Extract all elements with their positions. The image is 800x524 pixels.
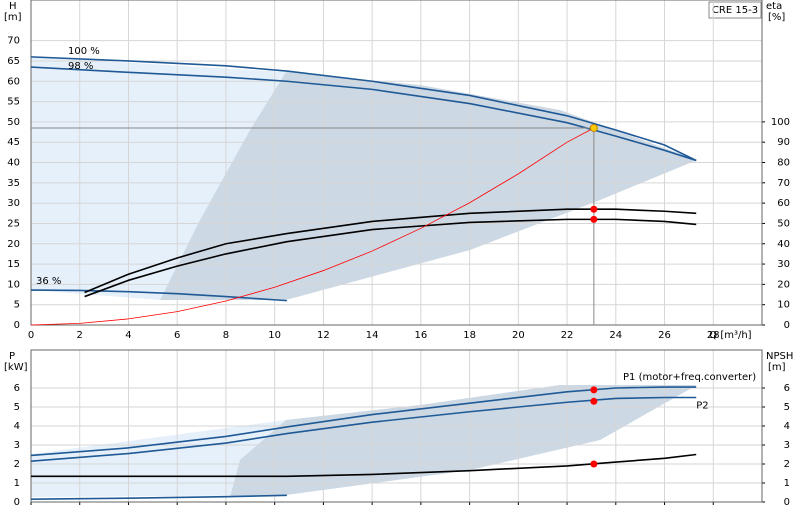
x-tick-label: 18 — [463, 330, 476, 341]
x-tick-label: 24 — [609, 330, 622, 341]
y-tick-label: 40 — [7, 158, 20, 169]
x-tick-label: 12 — [317, 330, 330, 341]
y-tick-label: 5 — [14, 402, 20, 413]
gray-area — [160, 72, 697, 300]
y-tick-label: 15 — [7, 259, 20, 270]
series-line — [30, 386, 697, 457]
y-tick-label: 3 — [14, 440, 20, 451]
x-tick-label: 10 — [268, 330, 281, 341]
series-line — [30, 66, 697, 162]
gray-area — [230, 385, 697, 497]
y-tick-label: 65 — [7, 56, 20, 67]
y-tick-label: 4 — [14, 421, 20, 432]
x-axis-label: Q [m³/h] — [709, 330, 751, 341]
y-tick-label: 5 — [14, 300, 20, 311]
y-axis-label: H — [9, 1, 17, 12]
plot-frame — [30, 349, 763, 503]
series-line — [30, 494, 287, 500]
y-tick-label: 10 — [7, 279, 20, 290]
duty-point — [590, 215, 598, 223]
y2-tick-label: 1 — [784, 478, 790, 489]
series-label: 36 % — [36, 276, 61, 287]
duty-point — [589, 123, 598, 132]
y-tick-label: 0 — [14, 497, 20, 508]
y2-axis-label: eta — [766, 1, 782, 12]
x-tick-label: 22 — [561, 330, 574, 341]
x-tick-label: 26 — [658, 330, 671, 341]
series-label: 98 % — [68, 61, 93, 72]
y-tick-label: 2 — [14, 459, 20, 470]
y2-tick-label: 5 — [784, 402, 790, 413]
y-tick-label: 55 — [7, 97, 20, 108]
y2-tick-label: 70 — [777, 178, 790, 189]
series-line — [30, 396, 697, 462]
series-line — [84, 208, 697, 294]
y-axis-unit: [m] — [4, 12, 22, 23]
series-line — [31, 453, 697, 478]
x-tick-label: 4 — [125, 330, 131, 341]
y-tick-label: 25 — [7, 218, 20, 229]
y-tick-label: 70 — [7, 36, 20, 47]
series-line — [84, 218, 697, 298]
y-tick-label: 30 — [7, 198, 20, 209]
y-tick-label: 60 — [7, 76, 20, 87]
x-tick-label: 0 — [28, 330, 34, 341]
y2-tick-label: 80 — [777, 158, 790, 169]
y-axis-label: P — [9, 351, 15, 362]
duty-point — [590, 205, 598, 213]
x-tick-label: 6 — [174, 330, 180, 341]
y2-tick-label: 3 — [784, 440, 790, 451]
y-tick-label: 0 — [14, 320, 20, 331]
y-tick-label: 50 — [7, 117, 20, 128]
x-tick-label: 14 — [366, 330, 379, 341]
y2-tick-label: 30 — [777, 259, 790, 270]
series-label: 100 % — [68, 46, 100, 57]
x-tick-label: 8 — [223, 330, 229, 341]
y2-tick-label: 60 — [777, 198, 790, 209]
x-tick-label: 20 — [512, 330, 525, 341]
x-tick-label: 2 — [77, 330, 83, 341]
y2-tick-label: 0 — [784, 497, 790, 508]
x-tick-label: 16 — [414, 330, 427, 341]
y-tick-label: 35 — [7, 178, 20, 189]
y2-tick-label: 10 — [777, 300, 790, 311]
duty-point — [590, 460, 598, 468]
y2-tick-label: 40 — [777, 239, 790, 250]
model-box — [708, 1, 762, 19]
y2-axis-unit: [m] — [768, 362, 786, 373]
y-tick-label: 45 — [7, 137, 20, 148]
y2-tick-label: 0 — [784, 320, 790, 331]
duty-point — [590, 386, 598, 394]
y2-tick-label: 6 — [784, 383, 790, 394]
series-label: P2 — [696, 401, 708, 412]
y2-tick-label: 4 — [784, 421, 790, 432]
duty-point — [590, 397, 598, 405]
model-label: CRE 15-3 — [712, 5, 758, 16]
light-area — [31, 57, 286, 300]
plot-frame — [30, 0, 763, 326]
y2-tick-label: 20 — [777, 279, 790, 290]
series-line — [30, 127, 595, 326]
x-tick-label: 28 — [707, 330, 720, 341]
y-tick-label: 20 — [7, 239, 20, 250]
y2-axis-label: NPSH — [766, 351, 793, 362]
y-tick-label: 1 — [14, 478, 20, 489]
series-line — [30, 56, 697, 162]
y-axis-unit: [kW] — [4, 362, 28, 373]
y-tick-label: 6 — [14, 383, 20, 394]
series-line — [30, 289, 287, 302]
y2-tick-label: 90 — [777, 137, 790, 148]
y2-axis-unit: [%] — [768, 12, 785, 23]
series-label: P1 (motor+freq.converter) — [623, 372, 756, 383]
y2-tick-label: 100 — [771, 117, 790, 128]
operating-area — [31, 57, 697, 497]
y2-tick-label: 50 — [777, 218, 790, 229]
y2-tick-label: 2 — [784, 459, 790, 470]
